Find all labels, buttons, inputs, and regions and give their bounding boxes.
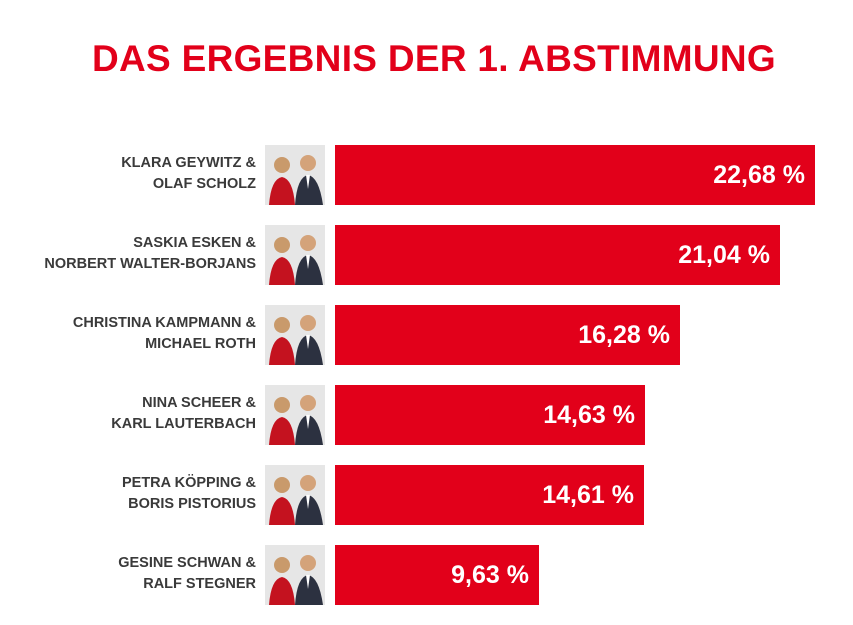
category-label-line: PETRA KÖPPING & — [121, 475, 256, 491]
bar-value-label: 9,63 % — [451, 561, 529, 589]
category-label-line: OLAF SCHOLZ — [152, 176, 256, 192]
candidate-photo-image — [265, 145, 325, 205]
chart-title: DAS ERGEBNIS DER 1. ABSTIMMUNG — [92, 38, 776, 79]
category-label: PETRA KÖPPING & BORIS PISTORIUS — [0, 473, 256, 515]
bar: 9,63 % — [335, 545, 539, 605]
category-label-line: KLARA GEYWITZ & — [121, 155, 256, 171]
bar-row: SASKIA ESKEN & NORBERT WALTER-BORJANS 21,0… — [0, 225, 853, 285]
category-label: SASKIA ESKEN & NORBERT WALTER-BORJANS — [0, 233, 256, 275]
bar: 14,63 % — [335, 385, 645, 445]
candidate-photo — [265, 385, 325, 445]
bar-value-label: 21,04 % — [678, 241, 770, 269]
category-label: NINA SCHEER & KARL LAUTERBACH — [0, 393, 256, 435]
category-label-line: MICHAEL ROTH — [145, 336, 256, 352]
category-label: KLARA GEYWITZ & OLAF SCHOLZ — [0, 153, 256, 195]
candidate-photo-image — [265, 545, 325, 605]
bar: 22,68 % — [335, 145, 815, 205]
bar-value-label: 22,68 % — [713, 161, 805, 189]
bar-row: KLARA GEYWITZ & OLAF SCHOLZ 22,68 % — [0, 145, 853, 205]
candidate-photo-image — [265, 305, 325, 365]
bar-row: CHRISTINA KAMPMANN & MICHAEL ROTH 16,28 % — [0, 305, 853, 365]
category-label: CHRISTINA KAMPMANN & MICHAEL ROTH — [0, 313, 256, 355]
category-label: GESINE SCHWAN & RALF STEGNER — [0, 553, 256, 595]
bar-value-label: 14,63 % — [543, 401, 635, 429]
category-label-line: NINA SCHEER & — [142, 395, 256, 411]
bar-row: PETRA KÖPPING & BORIS PISTORIUS 14,61 % — [0, 465, 853, 525]
category-label-line: RALF STEGNER — [143, 576, 256, 592]
candidate-photo-image — [265, 465, 325, 525]
bar: 16,28 % — [335, 305, 680, 365]
candidate-photo — [265, 145, 325, 205]
candidate-photo-image — [265, 225, 325, 285]
bar: 21,04 % — [335, 225, 780, 285]
bar-row: GESINE SCHWAN & RALF STEGNER 9,63 % — [0, 545, 853, 605]
candidate-photo — [265, 545, 325, 605]
category-label-line: KARL LAUTERBACH — [111, 416, 256, 432]
category-label-line: BORIS PISTORIUS — [128, 496, 256, 512]
candidate-photo — [265, 305, 325, 365]
bar: 14,61 % — [335, 465, 644, 525]
candidate-photo — [265, 465, 325, 525]
category-label-line: CHRISTINA KAMPMANN & — [72, 315, 256, 331]
category-label-line: NORBERT WALTER-BORJANS — [44, 256, 256, 272]
bar-value-label: 16,28 % — [578, 321, 670, 349]
candidate-photo-image — [265, 385, 325, 445]
bar-value-label: 14,61 % — [542, 481, 634, 509]
category-label-line: SASKIA ESKEN & — [133, 235, 256, 251]
bar-row: NINA SCHEER & KARL LAUTERBACH 14,63 % — [0, 385, 853, 445]
category-label-line: GESINE SCHWAN & — [118, 555, 256, 571]
candidate-photo — [265, 225, 325, 285]
